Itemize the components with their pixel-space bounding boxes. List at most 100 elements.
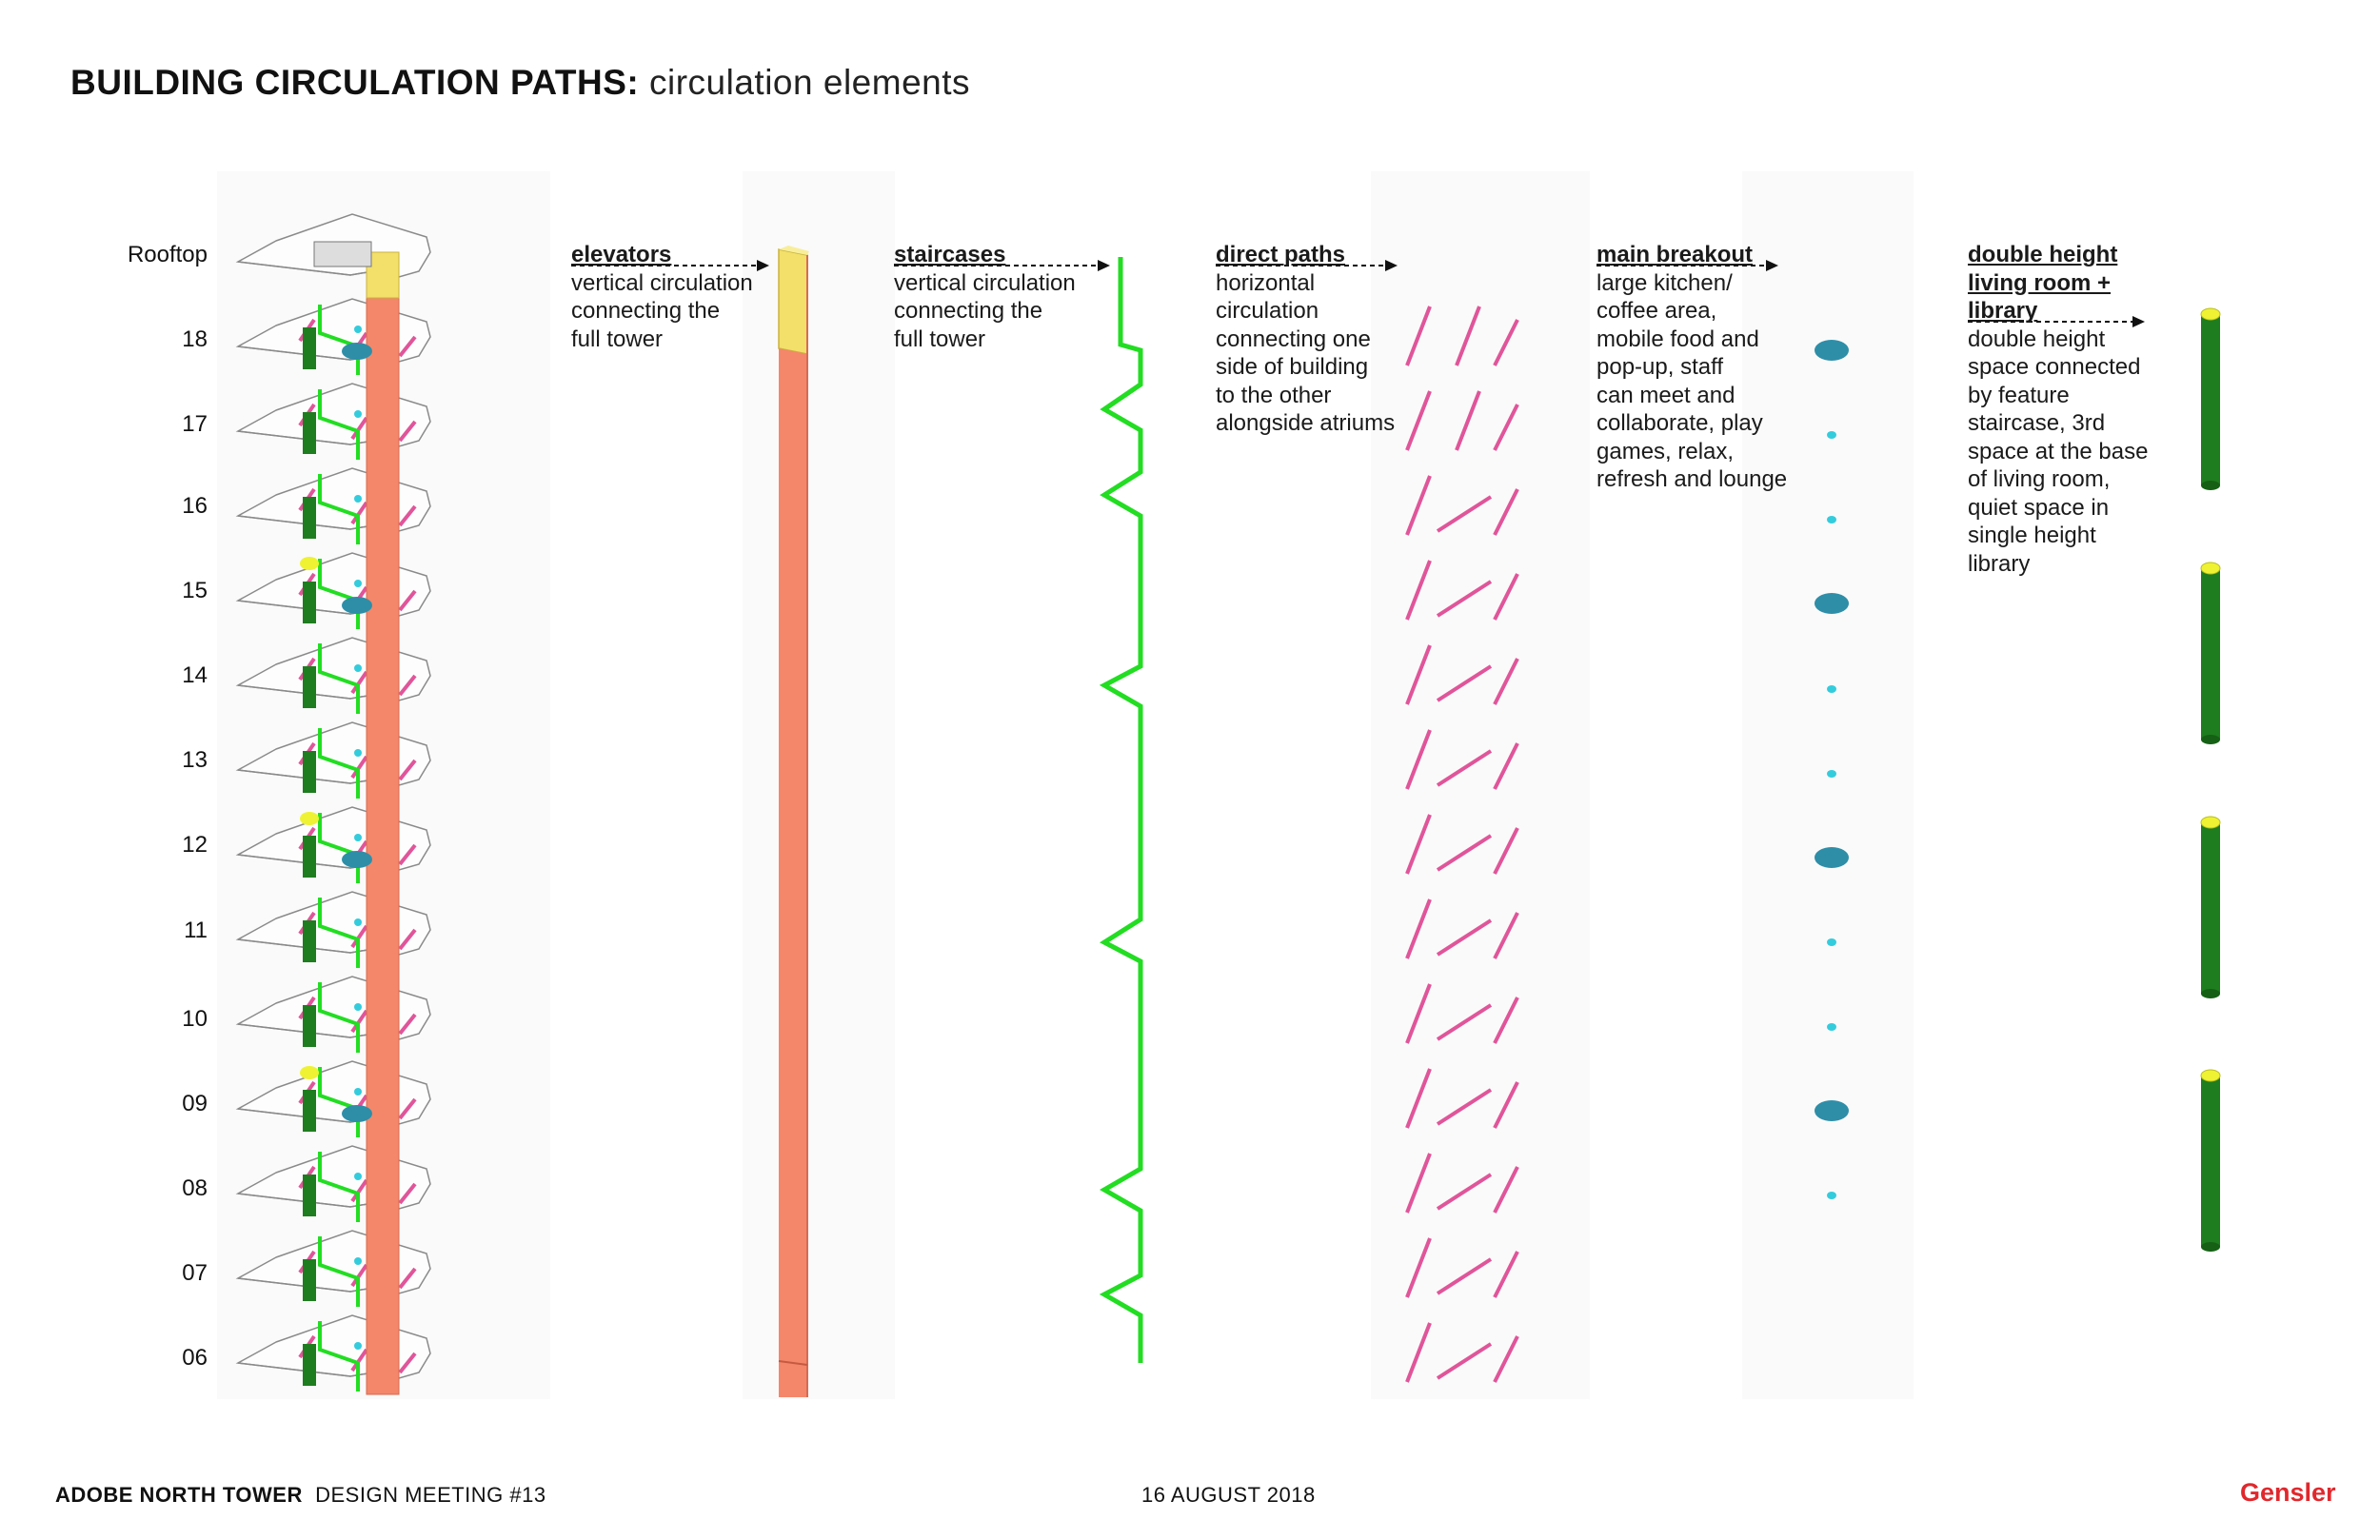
direct-path-slash [1405,898,1432,959]
elevators-heading: elevators [571,242,672,267]
double-height-text: double height space connected by feature… [1968,326,2149,577]
stair-path [318,643,360,714]
staircases-text: vertical circulation connecting the full… [894,269,1076,352]
direct-path-slash [1493,827,1519,875]
living-room-cylinder [303,1090,316,1132]
atrium-edge [398,335,417,358]
living-room-cylinder [303,1259,316,1301]
footer-meeting: DESIGN MEETING #13 [315,1483,546,1507]
cylinder-cap [300,812,319,825]
floor-label: 14 [182,662,208,688]
stair-path [318,982,360,1053]
living-room-cylinder [2201,568,2220,740]
breakout-dot [1827,685,1836,693]
direct-path-slash [1405,1068,1432,1129]
breakout-dot [354,918,362,926]
direct-path-slash [1436,749,1493,787]
atrium-edge [398,589,417,612]
atrium-edge [398,1182,417,1205]
breakout-oval [1815,1100,1849,1121]
elevators-description: elevators vertical circulation connectin… [571,241,790,353]
cylinder-base [2201,481,2220,490]
breakout-dot [354,1257,362,1265]
double-height-heading: double height living room + library [1968,242,2118,324]
floor-label: 13 [182,747,208,773]
breakout-dot [354,1003,362,1011]
floor-label: 16 [182,493,208,519]
atrium-edge [350,1263,368,1288]
slab-edge [237,1277,374,1293]
direct-path-slash [1436,580,1493,618]
main-breakout-text: large kitchen/ coffee area, mobile food … [1597,269,1788,493]
slab-edge [237,684,374,700]
cylinder-base [2201,735,2220,744]
atrium-edge [398,504,417,527]
direct-path-slash [1405,1322,1432,1383]
living-room-cylinder [303,920,316,962]
cylinder-base [2201,1242,2220,1252]
stair-path [318,1321,360,1392]
atrium-edge [398,759,417,781]
breakout-oval [342,343,372,360]
stair-path [318,559,360,629]
direct-paths-heading: direct paths [1216,242,1346,267]
slab-edge [237,1193,374,1208]
direct-path-slash [1405,983,1432,1044]
direct-path-slash [1455,390,1481,451]
cylinder-cap [2200,307,2221,321]
living-room-cylinder [2201,1076,2220,1247]
direct-paths-column [1405,306,1519,1383]
direct-path-slash [1493,742,1519,790]
breakout-dot [1827,770,1836,778]
cylinder-cap [2200,1069,2221,1082]
slab-edge [237,769,374,784]
gensler-logo: Gensler [2240,1478,2336,1507]
direct-path-slash [1493,573,1519,621]
atrium-edge [398,843,417,866]
atrium-edge [398,674,417,697]
title-bold: BUILDING CIRCULATION PATHS: [70,63,640,102]
breakout-oval [1815,340,1849,361]
breakout-dot [354,1342,362,1350]
direct-path-slash [1436,1257,1493,1295]
page-title: BUILDING CIRCULATION PATHS: circulation … [70,63,970,103]
direct-path-slash [1436,1088,1493,1126]
elevators-text: vertical circulation connecting the full… [571,269,753,352]
breakout-column [1815,340,1849,1199]
breakout-dot [354,326,362,333]
atrium-edge [398,1013,417,1036]
direct-path-slash [1405,475,1432,536]
direct-path-slash [1405,390,1432,451]
direct-path-slash [1493,1251,1519,1298]
double-height-description: double height living room + library doub… [1968,241,2187,578]
breakout-dot [354,495,362,503]
breakout-dot [354,580,362,587]
direct-path-slash [1405,1237,1432,1298]
floor-label: 07 [182,1260,208,1286]
floor-label: Rooftop [127,242,208,267]
direct-path-slash [1493,658,1519,705]
main-breakout-description: main breakout large kitchen/ coffee area… [1597,241,1815,494]
living-room-cylinder [2201,314,2220,485]
living-room-cylinder [303,666,316,708]
direct-path-slash [1493,404,1519,451]
direct-path-slash [1405,560,1432,621]
isometric-building-stack [235,213,431,1395]
floor-label: 09 [182,1091,208,1116]
living-room-cylinder [303,1175,316,1216]
stair-path [318,813,360,883]
atrium-edge [350,1178,368,1203]
living-room-cylinder [303,751,316,793]
direct-path-slash [1405,306,1432,366]
direct-path-slash [1493,488,1519,536]
direct-path-slash [1405,814,1432,875]
staircase-zigzag [1099,257,1143,1363]
cylinder-cap [300,557,319,570]
direct-path-slash [1493,1166,1519,1214]
elevator-penthouse [366,251,400,299]
stair-path [318,474,360,544]
breakout-dot [1827,1192,1836,1199]
stair-path [318,898,360,968]
floor-label: 12 [182,832,208,858]
slab-edge [237,938,374,954]
